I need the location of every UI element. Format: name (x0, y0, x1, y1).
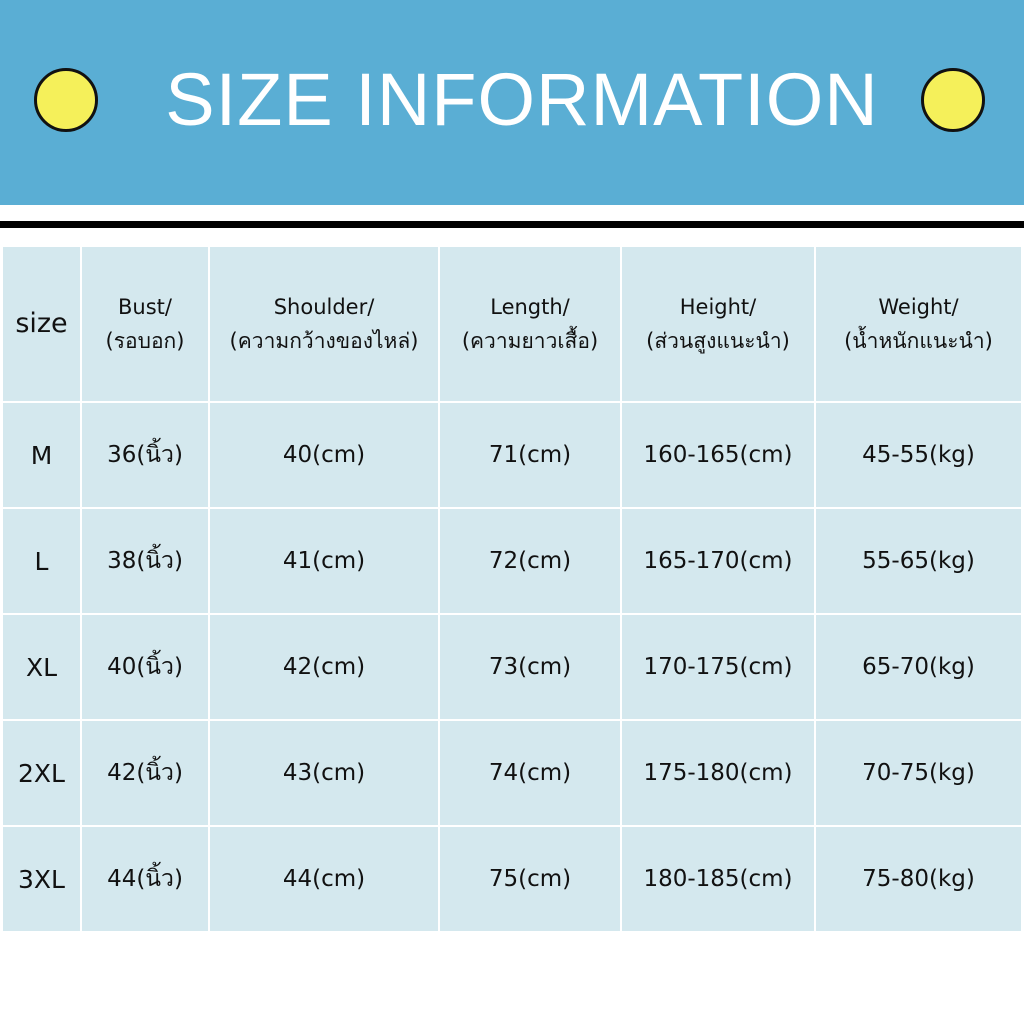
table-cell: 75(cm) (440, 827, 620, 931)
table-cell: 165-170(cm) (622, 509, 814, 613)
header-cell: Weight/ (น้ำหนักแนะนำ) (816, 247, 1021, 401)
size-cell: 2XL (3, 721, 80, 825)
header-cell: Shoulder/ (ความกว้างของไหล่) (210, 247, 438, 401)
table-cell: 40(cm) (210, 403, 438, 507)
size-table: size Bust/ (รอบอก) Shoulder/ (ความกว้างของไห… (1, 245, 1023, 933)
table-body: M 36(นิ้ว) 40(cm) 71(cm) 160-165(cm) 45-55(kg… (3, 403, 1021, 931)
table-cell: 42(นิ้ว) (82, 721, 208, 825)
header-text: (น้ำหนักแนะนำ) (844, 329, 993, 353)
dot-icon (921, 68, 985, 132)
table-cell: 75-80(kg) (816, 827, 1021, 931)
table-cell: 74(cm) (440, 721, 620, 825)
table-cell: 36(นิ้ว) (82, 403, 208, 507)
table-cell: 71(cm) (440, 403, 620, 507)
header-text: Height/ (679, 295, 757, 319)
header-text: Bust/ (118, 295, 172, 319)
table-cell: 72(cm) (440, 509, 620, 613)
header-text: size (15, 308, 68, 339)
table-cell: 38(นิ้ว) (82, 509, 208, 613)
size-cell: 3XL (3, 827, 80, 931)
header-text: (ความยาวเสื้อ) (461, 329, 599, 353)
header-text: (ส่วนสูงแนะนำ) (646, 329, 790, 353)
table-row: L 38(นิ้ว) 41(cm) 72(cm) 165-170(cm) 55-65(kg… (3, 509, 1021, 613)
table-row: 2XL 42(นิ้ว) 43(cm) 74(cm) 175-180(cm) 70-75(… (3, 721, 1021, 825)
table-cell: 175-180(cm) (622, 721, 814, 825)
header-text: Weight/ (878, 295, 959, 319)
size-cell: M (3, 403, 80, 507)
table-cell: 45-55(kg) (816, 403, 1021, 507)
table-row: XL 40(นิ้ว) 42(cm) 73(cm) 170-175(cm) 65-70(k… (3, 615, 1021, 719)
divider (0, 221, 1024, 228)
table-cell: 55-65(kg) (816, 509, 1021, 613)
table-row: M 36(นิ้ว) 40(cm) 71(cm) 160-165(cm) 45-55(kg… (3, 403, 1021, 507)
table-cell: 44(cm) (210, 827, 438, 931)
size-cell: L (3, 509, 80, 613)
table-cell: 41(cm) (210, 509, 438, 613)
table-cell: 160-165(cm) (622, 403, 814, 507)
header-text: (รอบอก) (105, 329, 185, 353)
header-cell: Height/ (ส่วนสูงแนะนำ) (622, 247, 814, 401)
table-cell: 180-185(cm) (622, 827, 814, 931)
table-cell: 170-175(cm) (622, 615, 814, 719)
header-cell: Length/ (ความยาวเสื้อ) (440, 247, 620, 401)
table-cell: 42(cm) (210, 615, 438, 719)
table-cell: 40(นิ้ว) (82, 615, 208, 719)
table-row: 3XL 44(นิ้ว) 44(cm) 75(cm) 180-185(cm) 75-80(… (3, 827, 1021, 931)
dot-icon (34, 68, 98, 132)
header-text: (ความกว้างของไหล่) (229, 329, 419, 353)
header-row: size Bust/ (รอบอก) Shoulder/ (ความกว้างของไห… (3, 247, 1021, 401)
title: SIZE INFORMATION (165, 58, 879, 141)
table-cell: 73(cm) (440, 615, 620, 719)
header-text: Shoulder/ (273, 295, 375, 319)
header-text: Length/ (490, 295, 570, 319)
header-cell: size (3, 247, 80, 401)
table-cell: 65-70(kg) (816, 615, 1021, 719)
table-cell: 44(นิ้ว) (82, 827, 208, 931)
table-cell: 70-75(kg) (816, 721, 1021, 825)
size-cell: XL (3, 615, 80, 719)
banner: SIZE INFORMATION (0, 0, 1024, 205)
header-cell: Bust/ (รอบอก) (82, 247, 208, 401)
table-cell: 43(cm) (210, 721, 438, 825)
